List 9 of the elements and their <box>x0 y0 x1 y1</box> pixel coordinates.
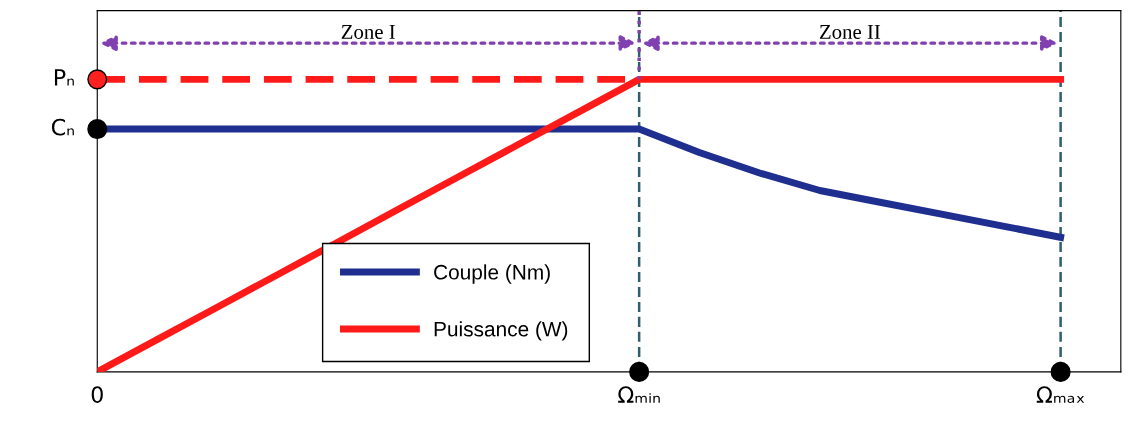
legend-label: Puissance (W) <box>434 321 568 341</box>
legend-label: Couple (Nm) <box>434 264 550 284</box>
x-tick-label: Ωₘₐₓ <box>1036 386 1085 403</box>
text: Zone I <box>341 25 395 39</box>
text: Zone II <box>819 25 881 39</box>
x-tick-label: 0 <box>91 386 103 403</box>
annotation: Pₙ <box>54 69 74 86</box>
annotation: Cₙ <box>51 118 74 136</box>
x-tick-label: Ωₘᵢₙ <box>618 386 660 403</box>
